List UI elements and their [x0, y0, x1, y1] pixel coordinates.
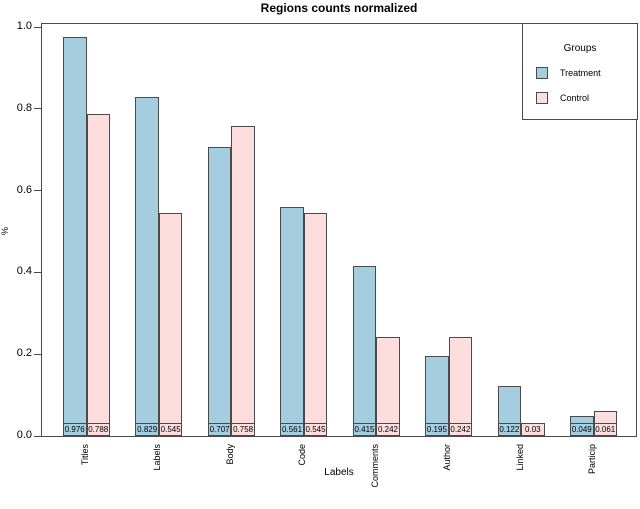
treatment-swatch-icon — [536, 67, 548, 79]
bar-value-label: 0.195 — [425, 423, 449, 436]
bar-value-label: 0.242 — [448, 423, 473, 436]
bar-value-label: 0.707 — [207, 423, 232, 436]
y-axis-title: % — [0, 227, 10, 236]
bar-value-label: 0.061 — [593, 423, 617, 436]
x-category-label: Code — [297, 444, 308, 466]
y-tick — [34, 271, 41, 273]
x-category-label: Labels — [152, 444, 163, 471]
legend-item-label: Treatment — [560, 68, 601, 78]
legend-item-label: Control — [560, 93, 590, 103]
bar-control-author — [448, 337, 473, 436]
x-category-label: Particip — [587, 444, 597, 475]
bar-value-label: 0.415 — [352, 423, 377, 436]
x-category-label: Linked — [514, 444, 525, 471]
bar-value-label: 0.545 — [303, 423, 328, 436]
y-tick-label: 0.6 — [16, 183, 32, 196]
legend-item-treatment: Treatment — [536, 67, 601, 79]
x-category-label: Body — [224, 444, 235, 465]
bar-value-label: 0.242 — [376, 423, 400, 436]
y-tick — [34, 26, 41, 28]
legend-item-control: Control — [536, 92, 589, 104]
bar-control-titles — [86, 114, 110, 436]
bar-value-label: 0.122 — [497, 423, 522, 436]
y-tick-label: 0.4 — [16, 265, 32, 278]
y-tick-label: 0.0 — [16, 429, 32, 441]
chart-title: Regions counts normalized — [260, 1, 418, 15]
bar-control-body — [231, 126, 255, 436]
legend-title: Groups — [563, 43, 597, 54]
bar-control-comments — [376, 337, 400, 436]
bar-control-labels — [158, 213, 183, 436]
x-category-label: Titles — [80, 444, 90, 466]
y-tick-label: 0.8 — [16, 101, 32, 114]
y-tick — [34, 435, 41, 437]
bar-treatment-code — [280, 207, 304, 436]
legend: Groups Treatment Control — [522, 23, 638, 120]
control-swatch-icon — [536, 92, 548, 104]
x-axis-title: Labels — [324, 467, 354, 478]
x-category-label: Comments — [369, 444, 380, 488]
bar-value-label: 0.545 — [158, 423, 183, 436]
bar-value-label: 0.561 — [280, 423, 304, 436]
y-tick-label: 1.0 — [16, 20, 32, 32]
bar-value-label: 0.03 — [521, 423, 545, 436]
bar-control-code — [303, 213, 328, 436]
x-category-label: Author — [442, 444, 453, 471]
y-tick-label: 0.2 — [16, 347, 32, 360]
bar-treatment-body — [207, 147, 232, 436]
y-tick — [34, 108, 41, 110]
bar-value-label: 0.829 — [135, 423, 159, 436]
bar-value-label: 0.049 — [570, 423, 594, 436]
bar-value-label: 0.976 — [63, 423, 87, 436]
bar-treatment-titles — [63, 37, 87, 436]
y-tick — [34, 353, 41, 355]
bar-treatment-comments — [352, 266, 377, 436]
bar-treatment-labels — [135, 97, 159, 436]
bar-value-label: 0.788 — [86, 423, 110, 436]
y-tick — [34, 190, 41, 192]
bar-value-label: 0.758 — [231, 423, 255, 436]
